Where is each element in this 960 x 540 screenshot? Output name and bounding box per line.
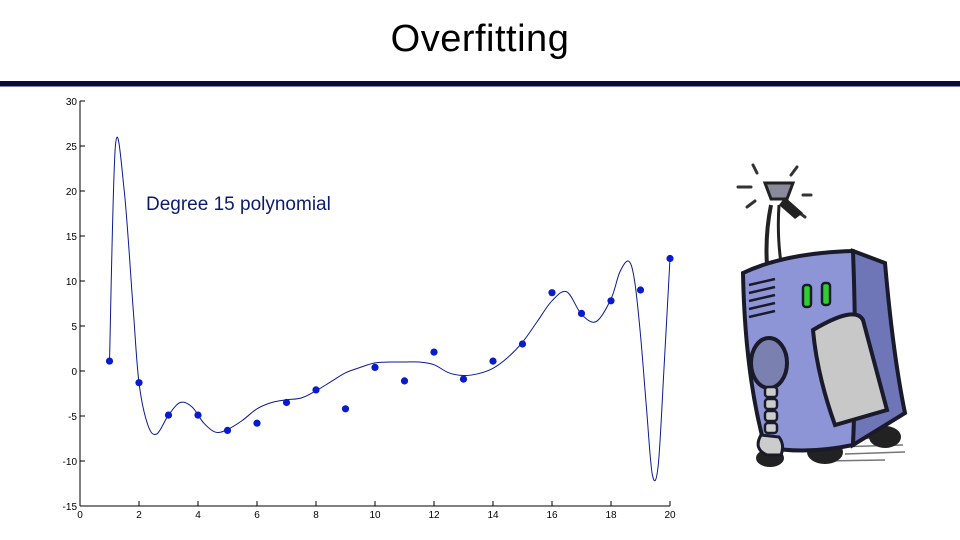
x-tick-label: 12: [428, 510, 440, 521]
robot-illustration: [736, 163, 908, 467]
y-tick-label: 15: [66, 232, 78, 243]
data-point: [489, 357, 497, 365]
y-tick-label: -10: [63, 457, 78, 468]
y-tick-label: 5: [71, 322, 77, 333]
data-point: [430, 348, 438, 356]
data-point: [636, 286, 645, 294]
polynomial-curve: [109, 136, 671, 482]
data-point: [105, 357, 114, 365]
y-tick-label: -5: [68, 412, 77, 423]
data-point: [223, 426, 232, 434]
data-point: [341, 405, 350, 413]
data-point: [577, 309, 586, 317]
data-point: [518, 340, 527, 348]
x-tick-label: 4: [195, 510, 201, 521]
y-tick-label: -15: [63, 502, 78, 513]
data-point: [282, 398, 291, 407]
data-point: [459, 375, 468, 383]
x-tick-label: 20: [664, 510, 676, 521]
x-tick-label: 10: [369, 510, 381, 521]
x-tick-label: 16: [546, 510, 558, 521]
data-point: [312, 386, 320, 394]
data-point: [400, 377, 409, 385]
chart-annotation: Degree 15 polynomial: [146, 194, 331, 215]
x-tick-label: 8: [313, 510, 319, 521]
data-point: [607, 297, 615, 305]
data-points: [105, 254, 674, 434]
slide-title: Overfitting: [390, 18, 570, 60]
data-point: [135, 379, 143, 387]
data-point: [548, 289, 556, 297]
x-tick-label: 2: [136, 510, 142, 521]
data-point: [253, 419, 261, 427]
y-tick-label: 0: [71, 367, 77, 378]
title-rule-thin: [0, 86, 960, 87]
x-tick-label: 6: [254, 510, 260, 521]
data-point: [164, 411, 173, 419]
chart-axes: -15 -10 -5 0 5 10 15 20 25 30 0 2 4 6 8 10 12 14 16 18 20: [63, 97, 676, 521]
y-tick-label: 10: [66, 277, 78, 288]
data-point: [666, 254, 674, 263]
title-rule: [0, 81, 960, 86]
y-tick-label: 20: [66, 187, 78, 198]
y-tick-label: 25: [66, 142, 78, 153]
x-tick-label: 18: [605, 510, 617, 521]
data-point: [371, 363, 379, 371]
x-tick-label: 0: [77, 510, 83, 521]
x-tick-label: 14: [487, 510, 499, 521]
data-point: [194, 411, 202, 419]
y-tick-label: 30: [66, 97, 78, 108]
